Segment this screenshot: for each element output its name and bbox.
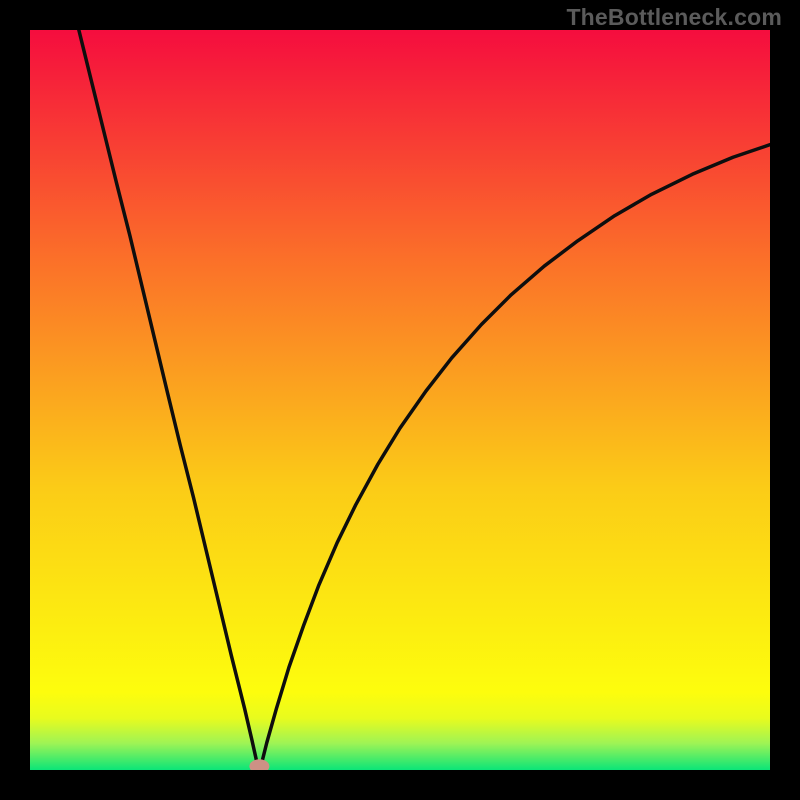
minimum-marker (249, 759, 269, 770)
curve-svg (30, 30, 770, 770)
chart-frame: TheBottleneck.com (0, 0, 800, 800)
bottleneck-curve (79, 30, 770, 770)
watermark-text: TheBottleneck.com (566, 4, 782, 31)
plot-area (30, 30, 770, 770)
